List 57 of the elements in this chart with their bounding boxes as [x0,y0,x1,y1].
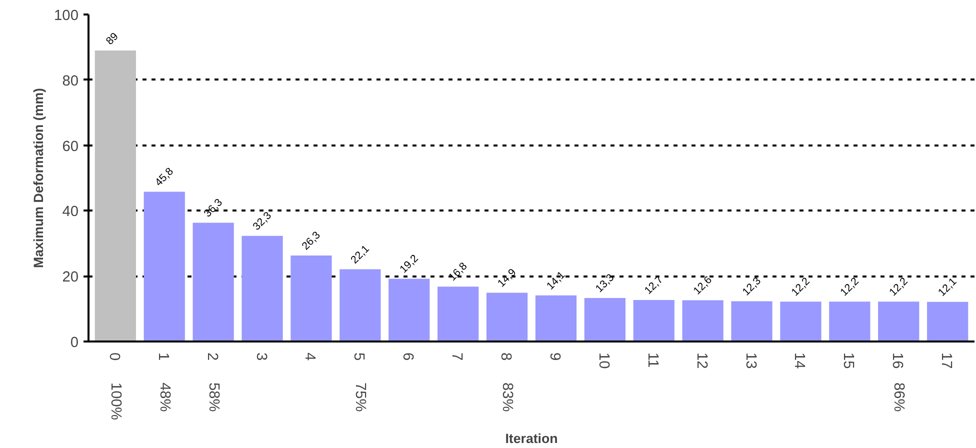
x-tick-label: 11 [644,352,660,368]
x-tick-label: 5 [350,352,367,361]
text: 86% [890,382,907,412]
bar [242,236,283,342]
bar [388,278,430,342]
bar [192,222,234,342]
data-label: 14,1 [544,269,568,292]
x-axis-title: Iteration [505,430,558,446]
x-tick-label: 15 [840,352,856,369]
data-label: 22,1 [348,242,372,266]
y-tick-label: 60 [62,138,79,155]
y-tick-label: 80 [62,73,79,90]
text: 48% [156,382,172,412]
y-tick-label: 0 [70,335,79,351]
x-tick-label: 9 [546,352,562,361]
x-tick-label: 16 [889,352,906,369]
bar [927,302,968,342]
y-tick-label: 40 [62,204,79,220]
x-tick-label: 0 [106,352,122,361]
data-label: 45,8 [152,165,176,189]
x-tick-label: 17 [938,352,954,369]
x-tick-label: 8 [498,352,514,361]
text: 58% [205,382,222,412]
x-tick-label: 1 [154,352,171,361]
x-tick-label: 3 [252,352,269,361]
bar [438,286,479,342]
y-tick-label: 20 [62,270,79,286]
data-label: 32,3 [250,210,274,233]
bar [94,50,136,342]
bar [584,298,626,342]
text: 100% [107,382,124,420]
bar [144,192,185,342]
data-label: 12,1 [936,276,960,299]
bar [878,302,920,342]
bar [780,302,822,342]
text: 75% [352,382,368,412]
data-label: 89 [104,30,121,48]
bar [290,256,332,342]
bar [340,269,381,342]
x-tick-label: 13 [742,352,758,369]
bar [682,300,724,342]
bar [486,292,528,342]
x-tick-label: 14 [791,352,808,369]
y-axis-title: Maximum Deformation (mm) [31,88,46,268]
x-tick-label: 2 [204,352,220,361]
x-tick-label: 7 [448,352,465,361]
x-tick-label: 4 [302,352,318,361]
bar [731,301,772,342]
text: 83% [499,382,516,412]
y-tick-label: 100 [54,8,79,24]
x-tick-label: 12 [693,352,710,369]
data-label: 12,3 [740,275,764,298]
x-tick-label: 10 [595,352,612,369]
bar [633,300,674,342]
bar [829,302,870,342]
x-tick-label: 6 [400,352,416,361]
bar [535,295,577,342]
